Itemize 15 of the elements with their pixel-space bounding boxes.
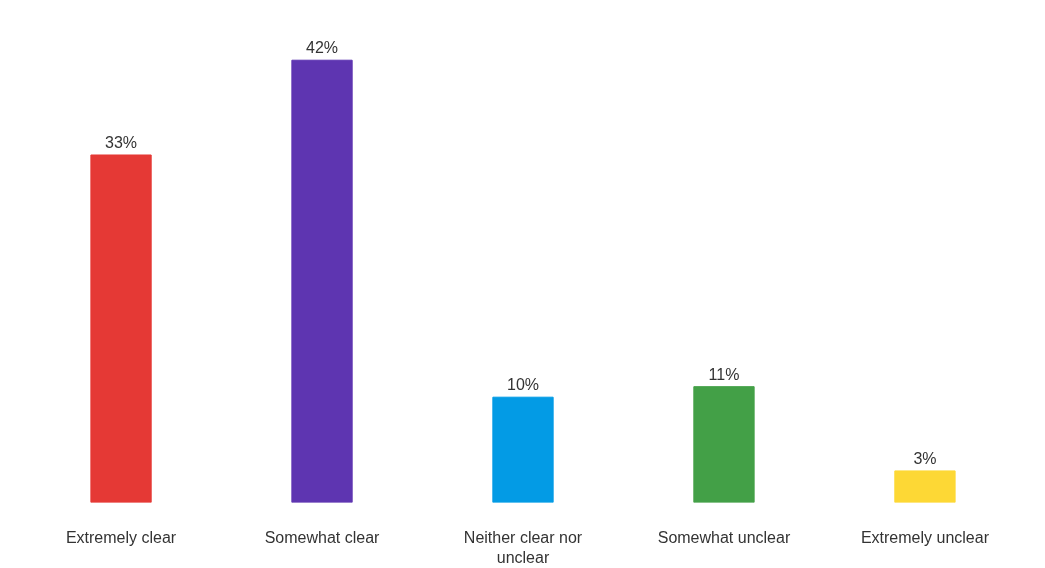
x-tick-label: Extremely clear — [65, 528, 177, 546]
bar — [291, 59, 353, 503]
x-tick-label: Extremely unclear — [860, 528, 990, 546]
data-label: 33% — [105, 133, 138, 151]
data-label: 3% — [913, 449, 937, 467]
bar — [894, 470, 956, 503]
bar — [90, 154, 152, 503]
bar — [492, 396, 554, 503]
x-tick-label: Somewhat unclear — [657, 528, 791, 546]
data-label: 42% — [306, 39, 339, 57]
data-label: 11% — [708, 365, 740, 383]
x-tick-label: Neither clear nor unclear — [463, 528, 583, 566]
x-tick-label: Somewhat clear — [264, 528, 381, 546]
data-label: 10% — [506, 376, 540, 394]
bar — [693, 386, 755, 503]
